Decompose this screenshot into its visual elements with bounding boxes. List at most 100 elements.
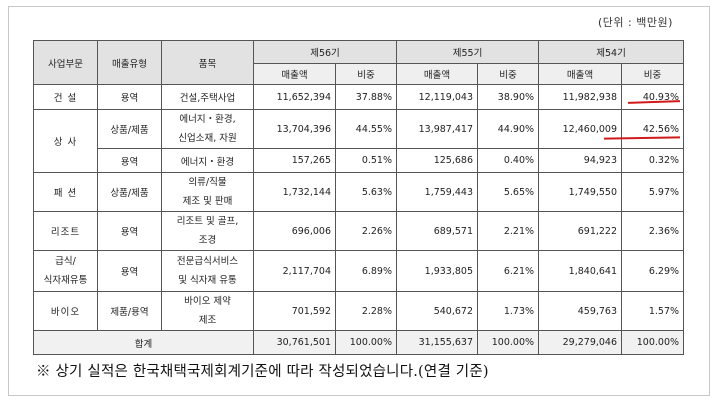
share-cell: 44.90% bbox=[477, 109, 540, 149]
item-line: 리조트 및 골프, bbox=[176, 216, 239, 227]
item-cell: 전문급식서비스 및 식자재 유통 bbox=[161, 250, 254, 292]
segment-line: 급식/ bbox=[55, 256, 76, 267]
sales-cell: 157,265 bbox=[253, 148, 336, 173]
item-cell: 에너지・환경, 신업소재, 자원 bbox=[161, 109, 254, 149]
sales-type-cell: 용역 bbox=[97, 250, 162, 292]
share-cell: 1.57% bbox=[621, 291, 685, 331]
subheader-share: 비중 bbox=[334, 63, 398, 85]
share-cell: 44.55% bbox=[334, 109, 398, 149]
sales-cell: 691,222 bbox=[538, 211, 623, 251]
sales-cell: 701,592 bbox=[253, 291, 336, 331]
share-cell: 2.21% bbox=[477, 211, 540, 251]
total-sales-cell: 29,279,046 bbox=[538, 330, 623, 355]
share-cell: 5.97% bbox=[621, 172, 685, 212]
sales-cell: 13,704,396 bbox=[253, 109, 336, 149]
header-item: 품목 bbox=[161, 40, 254, 85]
sales-cell: 11,652,394 bbox=[253, 84, 336, 110]
table-row: 상 사 상품/제품 에너지・환경, 신업소재, 자원 13,704,396 44… bbox=[33, 109, 685, 173]
sales-cell: 12,460,009 bbox=[538, 109, 623, 149]
header-row: 사업부문 매출유형 품목 제56기 제55기 제54기 bbox=[33, 40, 685, 85]
sales-cell: 94,923 bbox=[538, 148, 623, 173]
subheader-sales: 매출액 bbox=[396, 63, 479, 85]
sales-type-cell: 용역 bbox=[97, 148, 162, 173]
subheader-row: 매출액 비중 매출액 비중 매출액 비중 bbox=[34, 63, 685, 85]
item-cell: 리조트 및 골프, 조경 bbox=[161, 211, 254, 251]
item-line: 및 식자재 유통 bbox=[178, 275, 237, 286]
share-cell: 0.40% bbox=[477, 148, 540, 173]
item-line: 전문급식서비스 bbox=[176, 256, 239, 267]
share-cell: 38.90% bbox=[477, 84, 540, 110]
share-cell: 5.65% bbox=[477, 172, 540, 212]
sales-cell: 696,006 bbox=[253, 211, 336, 251]
header-segment: 사업부문 bbox=[33, 40, 98, 85]
sales-type-cell: 상품/제품 bbox=[97, 172, 162, 212]
sales-type-cell: 제품/용역 bbox=[97, 291, 162, 331]
share-cell: 1.73% bbox=[477, 291, 540, 331]
total-sales-cell: 30,761,501 bbox=[253, 330, 336, 355]
item-line: 에너지・환경, bbox=[179, 114, 236, 125]
total-share-cell: 100.00% bbox=[334, 330, 398, 355]
header-period-55: 제55기 bbox=[396, 40, 540, 64]
sales-table: 사업부문 매출유형 품목 제56기 제55기 제54기 매출액 비중 매출액 비… bbox=[33, 40, 685, 355]
share-cell: 0.32% bbox=[621, 148, 685, 173]
total-label: 합계 bbox=[33, 330, 254, 355]
total-sales-cell: 31,155,637 bbox=[396, 330, 479, 355]
share-cell: 2.28% bbox=[334, 291, 398, 331]
item-cell: 의류/직물 제조 및 판매 bbox=[161, 172, 254, 212]
table-row: 용역 에너지・환경 157,265 0.51% 125,686 0.40% 94… bbox=[34, 148, 685, 173]
total-share-cell: 100.00% bbox=[621, 330, 685, 355]
sales-cell: 125,686 bbox=[396, 148, 479, 173]
sales-cell: 1,840,641 bbox=[538, 250, 623, 292]
item-cell: 에너지・환경 bbox=[161, 148, 254, 173]
table-row: 바이오 제품/용역 바이오 제약 제조 701,592 2.28% 540,67… bbox=[33, 291, 685, 331]
item-line: 바이오 제약 bbox=[184, 296, 231, 307]
sales-cell: 13,987,417 bbox=[396, 109, 479, 149]
segment-cell: 급식/ 식자재유통 bbox=[33, 250, 98, 292]
header-period-54: 제54기 bbox=[538, 40, 685, 64]
subheader-sales: 매출액 bbox=[253, 63, 336, 85]
sales-cell: 689,571 bbox=[396, 211, 479, 251]
sales-type-cell: 용역 bbox=[97, 211, 162, 251]
share-cell: 2.36% bbox=[621, 211, 685, 251]
share-cell: 2.26% bbox=[334, 211, 398, 251]
table-row: 패 션 상품/제품 의류/직물 제조 및 판매 1,732,144 5.63% … bbox=[33, 172, 685, 212]
share-cell: 37.88% bbox=[334, 84, 398, 110]
item-line: 의류/직물 bbox=[188, 177, 227, 188]
subheader-sales: 매출액 bbox=[538, 63, 623, 85]
total-row: 합계 30,761,501 100.00% 31,155,637 100.00%… bbox=[33, 330, 685, 355]
total-share-cell: 100.00% bbox=[477, 330, 540, 355]
share-cell: 40.93% bbox=[621, 84, 685, 110]
subheader-share: 비중 bbox=[621, 63, 685, 85]
item-line: 신업소재, 자원 bbox=[178, 133, 237, 144]
table-row: 급식/ 식자재유통 용역 전문급식서비스 및 식자재 유통 2,117,704 … bbox=[33, 250, 685, 292]
share-cell: 0.51% bbox=[334, 148, 398, 173]
segment-cell: 건 설 bbox=[33, 84, 98, 110]
sales-cell: 1,759,443 bbox=[396, 172, 479, 212]
item-line: 조경 bbox=[198, 235, 217, 246]
item-line: 제조 bbox=[198, 315, 217, 326]
table-row: 건 설 용역 건설,주택사업 11,652,394 37.88% 12,119,… bbox=[33, 84, 685, 110]
segment-cell: 바이오 bbox=[33, 291, 98, 331]
item-cell: 바이오 제약 제조 bbox=[161, 291, 254, 331]
table-row: 리조트 용역 리조트 및 골프, 조경 696,006 2.26% 689,57… bbox=[33, 211, 685, 251]
sales-cell: 1,933,805 bbox=[396, 250, 479, 292]
segment-cell: 패 션 bbox=[33, 172, 98, 212]
share-cell: 6.89% bbox=[334, 250, 398, 292]
segment-line: 식자재유통 bbox=[43, 275, 88, 286]
sales-cell: 540,672 bbox=[396, 291, 479, 331]
sales-cell: 11,982,938 bbox=[538, 84, 623, 110]
sales-cell: 2,117,704 bbox=[253, 250, 336, 292]
footnote: ※ 상기 실적은 한국채택국제회계기준에 따라 작성되었습니다.(연결 기준) bbox=[36, 364, 489, 380]
share-cell: 6.29% bbox=[621, 250, 685, 292]
subheader-share: 비중 bbox=[477, 63, 540, 85]
sales-cell: 12,119,043 bbox=[396, 84, 479, 110]
sales-type-cell: 상품/제품 bbox=[97, 109, 162, 149]
item-cell: 건설,주택사업 bbox=[161, 84, 254, 110]
segment-cell: 상 사 bbox=[33, 109, 98, 173]
item-line: 제조 및 판매 bbox=[182, 196, 233, 207]
sales-cell: 1,749,550 bbox=[538, 172, 623, 212]
sales-cell: 459,763 bbox=[538, 291, 623, 331]
share-cell: 6.21% bbox=[477, 250, 540, 292]
sales-type-cell: 용역 bbox=[97, 84, 162, 110]
sales-cell: 1,732,144 bbox=[253, 172, 336, 212]
